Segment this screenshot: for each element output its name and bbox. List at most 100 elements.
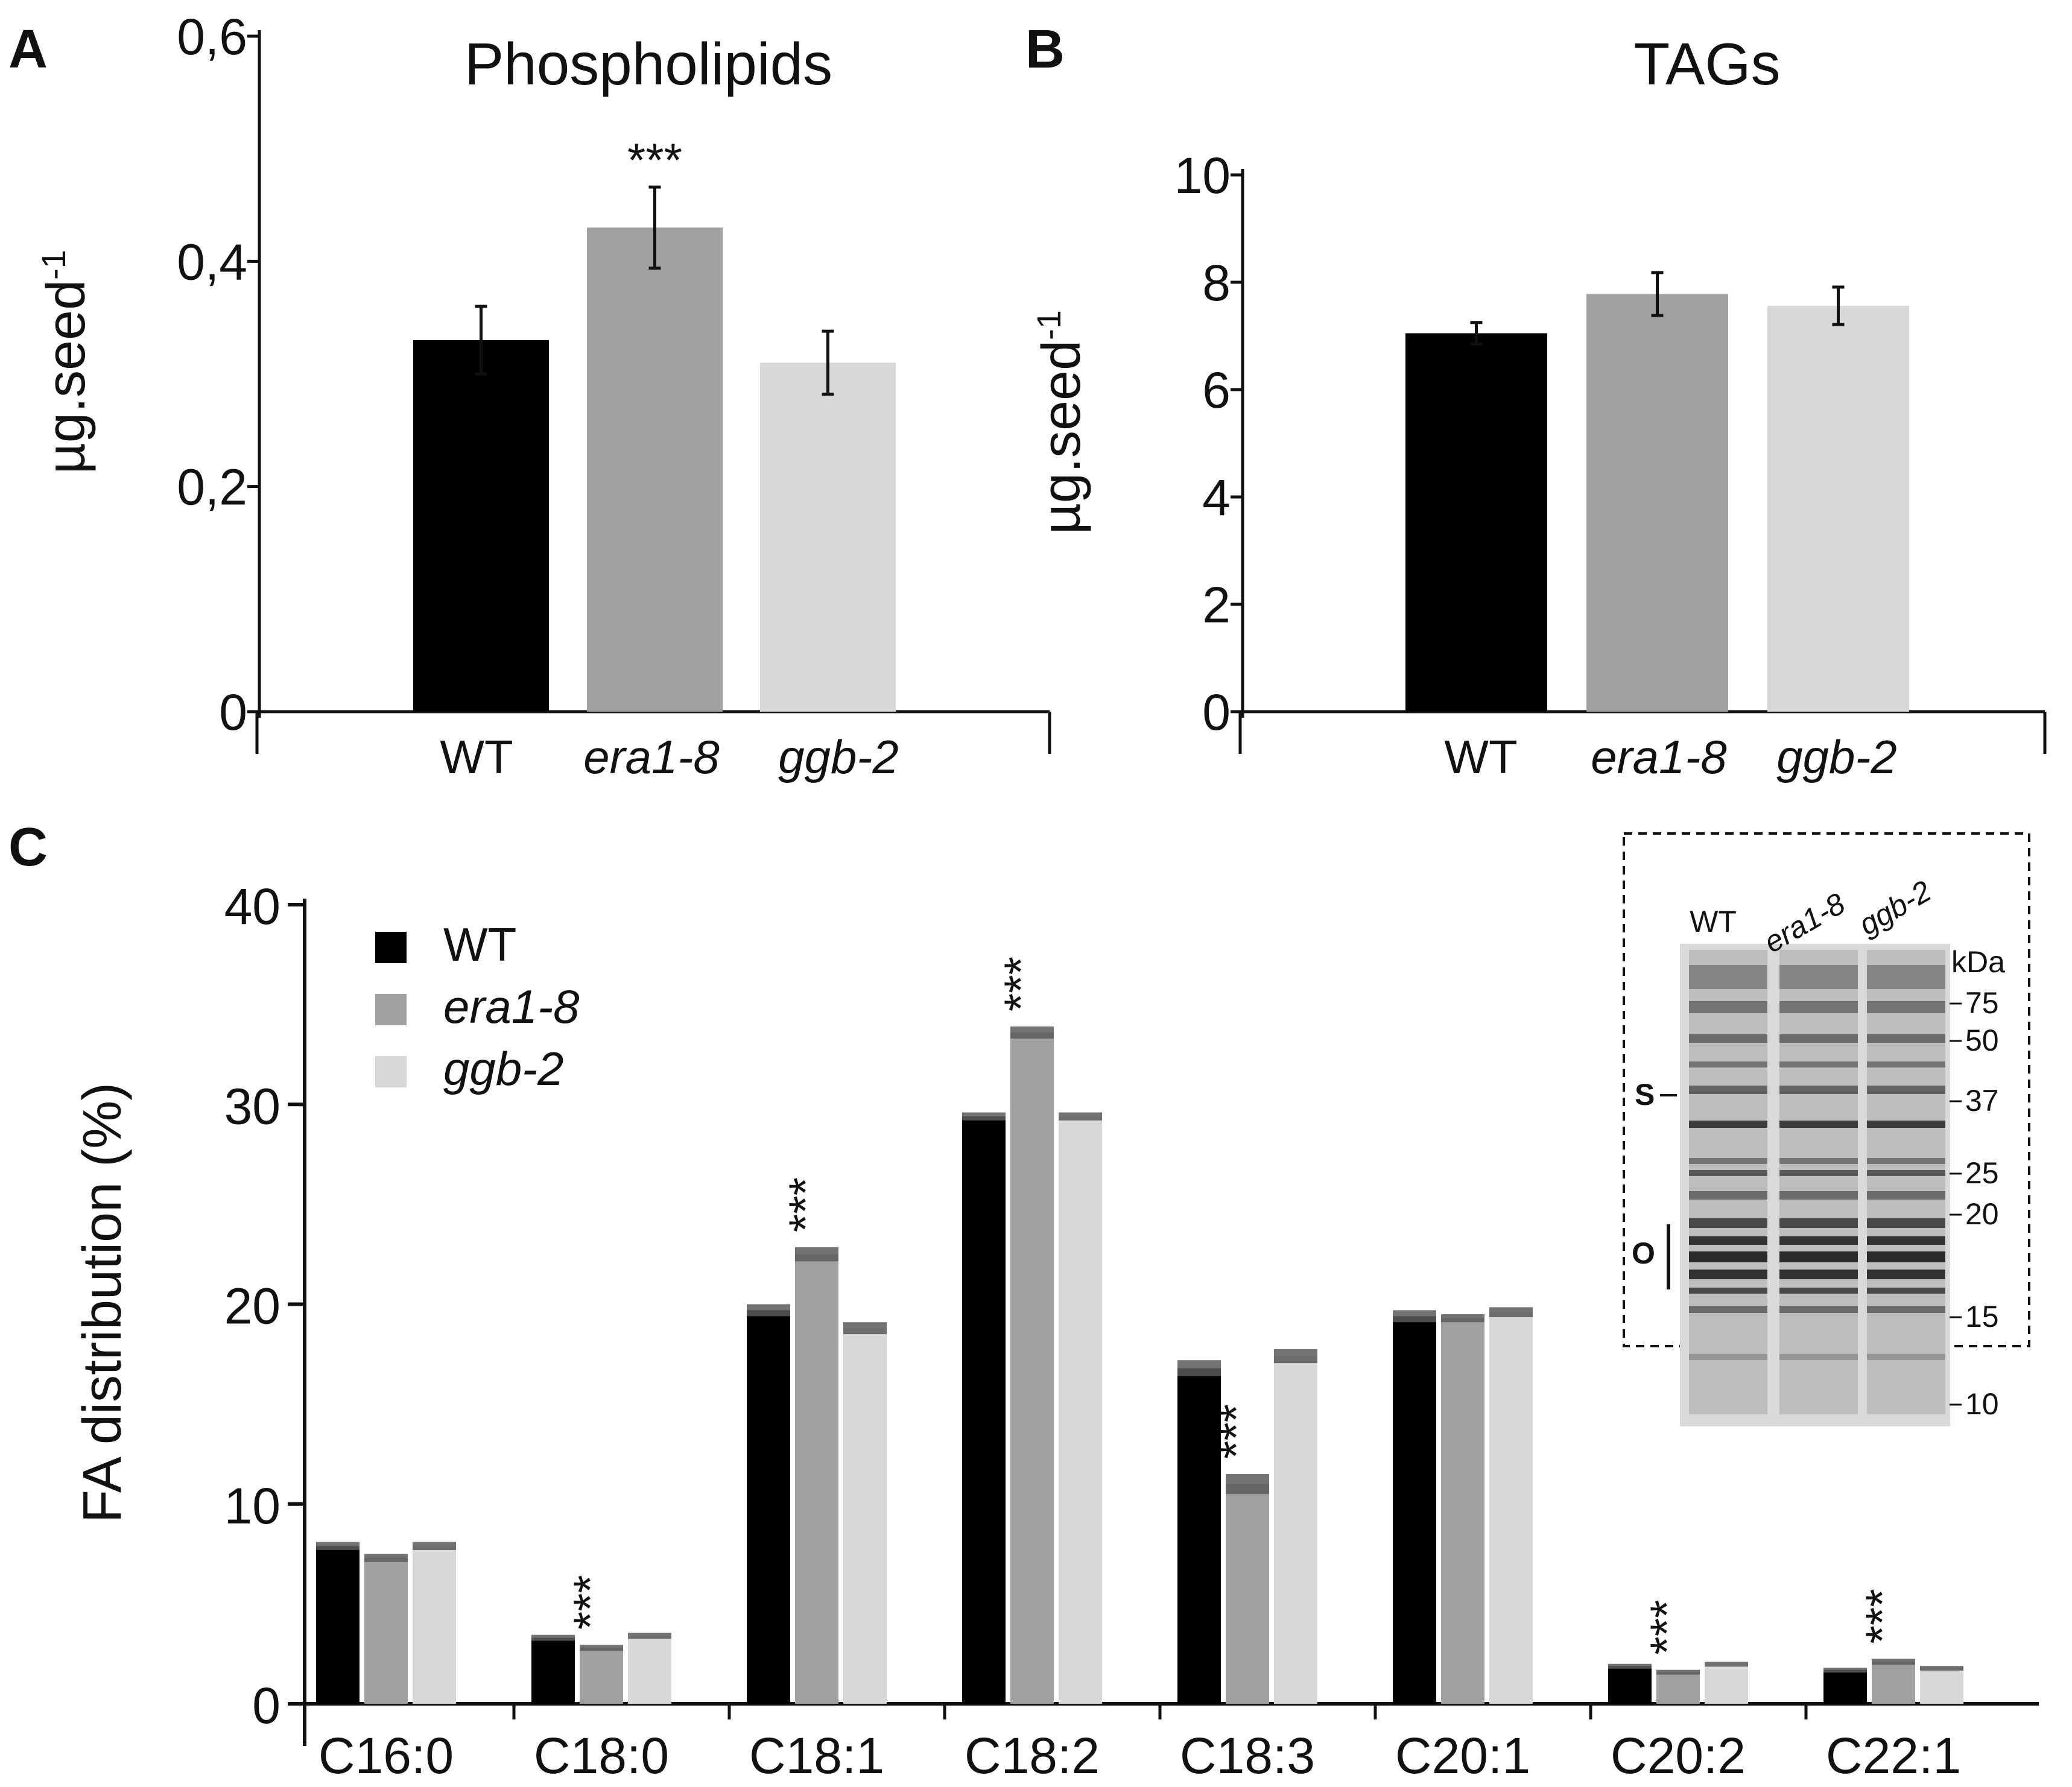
significance-marker: *** xyxy=(563,1575,616,1630)
gel-lane-label: WT xyxy=(1690,905,1737,938)
panel-letter-a: A xyxy=(8,19,48,80)
gel-lane-2 xyxy=(1867,950,1945,1414)
gel-band xyxy=(1867,1170,1945,1176)
gel-marker-label: 25 xyxy=(1965,1156,1999,1190)
gel-band-label-s: S xyxy=(1635,1078,1655,1112)
bar-7-0 xyxy=(1823,1669,1867,1704)
gel-lane-label: ggb-2 xyxy=(1853,874,1937,942)
error-cap xyxy=(843,1322,887,1335)
category-label: C18:1 xyxy=(749,1727,884,1784)
error-cap xyxy=(1059,1112,1102,1121)
gel-band xyxy=(1867,1354,1945,1360)
gel-unit-label: kDa xyxy=(1951,945,2005,979)
gel-band xyxy=(1867,1306,1945,1313)
category-label: C22:1 xyxy=(1826,1727,1961,1784)
gel-band xyxy=(1689,1170,1767,1176)
legend-label: era1-8 xyxy=(443,980,579,1033)
significance-marker: *** xyxy=(627,133,682,186)
category-label: WT xyxy=(440,730,513,783)
legend-swatch-1 xyxy=(375,994,407,1025)
y-axis-label-superscript: -1 xyxy=(1030,310,1068,340)
significance-marker: *** xyxy=(1209,1404,1263,1459)
gel-band xyxy=(1779,1086,1858,1094)
gel-band xyxy=(1689,1236,1767,1245)
significance-marker: *** xyxy=(1855,1589,1909,1643)
category-label: C20:2 xyxy=(1611,1727,1746,1784)
y-axis-label: µg.seed-1 xyxy=(1030,310,1092,534)
significance-marker: *** xyxy=(1640,1600,1693,1655)
gel-marker-label: 50 xyxy=(1965,1023,1999,1057)
bar-1-2 xyxy=(628,1636,671,1704)
category-label: WT xyxy=(1444,730,1517,783)
bar-0 xyxy=(1405,333,1547,712)
gel-band xyxy=(1867,1191,1945,1200)
gel-band xyxy=(1867,1086,1945,1094)
gel-lane-0 xyxy=(1689,950,1767,1414)
y-tick-label: 0,4 xyxy=(177,233,247,290)
gel-band xyxy=(1779,1121,1858,1128)
y-axis-label: µg.seed-1 xyxy=(34,250,97,474)
category-label: C18:2 xyxy=(965,1727,1100,1784)
chart-a-phospholipids: 0 0,2 0,4 0,6 Phospholipids µg.seed-1 WT *** era… xyxy=(34,8,1051,783)
gel-band xyxy=(1689,1034,1767,1043)
bar-2-1 xyxy=(795,1254,838,1704)
gel-band xyxy=(1689,1191,1767,1200)
gel-band xyxy=(1689,1158,1767,1164)
bar-2-2 xyxy=(843,1328,887,1704)
error-cap xyxy=(1920,1666,1963,1671)
y-axis-label: FA distribution (%) xyxy=(72,1083,133,1523)
gel-marker-label: 75 xyxy=(1965,986,1999,1020)
gel-band xyxy=(1867,1001,1945,1013)
error-cap xyxy=(531,1634,575,1641)
gel-band xyxy=(1779,1001,1858,1013)
y-tick-label: 4 xyxy=(1202,469,1231,526)
y-axis-label-superscript: -1 xyxy=(34,250,72,280)
y-axis-label-text: µg.seed xyxy=(36,280,97,474)
y-tick-label: 20 xyxy=(224,1278,280,1335)
gel-band xyxy=(1779,1218,1858,1228)
error-cap xyxy=(747,1304,790,1317)
category-label: C18:0 xyxy=(534,1727,669,1784)
bar-1-1 xyxy=(580,1648,623,1704)
gel-band xyxy=(1779,1236,1858,1245)
y-tick-label: 0,2 xyxy=(177,459,247,516)
gel-band xyxy=(1867,1251,1945,1262)
error-cap xyxy=(1489,1307,1533,1318)
gel-band xyxy=(1779,965,1858,989)
bar-5-1 xyxy=(1441,1318,1484,1704)
bar-2 xyxy=(1767,306,1909,712)
bar-0-1 xyxy=(364,1558,408,1704)
y-tick-label: 10 xyxy=(224,1478,280,1534)
error-cap xyxy=(1872,1659,1915,1665)
error-cap xyxy=(1393,1310,1436,1323)
gel-band xyxy=(1689,1306,1767,1313)
y-tick-label: 2 xyxy=(1202,577,1231,633)
gel-band xyxy=(1867,1061,1945,1067)
chart-b-tags: 0 2 4 6 8 10 TAGs µg.seed-1 WT era1-8 ggb-2 xyxy=(1030,31,2047,783)
gel-band xyxy=(1867,1034,1945,1043)
error-cap xyxy=(1705,1662,1748,1667)
gel-band xyxy=(1779,1270,1858,1279)
chart-c-fa-distribution: 0 10 20 30 40 FA distribution (%) C16:0 C18:0 **… xyxy=(72,878,2039,1784)
legend-label: WT xyxy=(443,918,516,971)
gel-marker-label: 20 xyxy=(1965,1197,1999,1231)
gel-marker-label: 10 xyxy=(1965,1387,1999,1421)
error-cap xyxy=(1226,1474,1269,1494)
bar-0-2 xyxy=(413,1546,456,1704)
gel-band xyxy=(1779,1158,1858,1164)
gel-band xyxy=(1867,1236,1945,1245)
bar-3-2 xyxy=(1059,1116,1102,1704)
error-cap xyxy=(1177,1360,1221,1376)
y-tick-label: 0 xyxy=(252,1677,280,1734)
y-tick-label: 40 xyxy=(224,878,280,935)
gel-band xyxy=(1689,1218,1767,1228)
bar-7-2 xyxy=(1920,1668,1963,1704)
gel-band xyxy=(1779,1170,1858,1176)
chart-title: TAGs xyxy=(1633,31,1780,97)
gel-band xyxy=(1867,1121,1945,1128)
error-cap xyxy=(1823,1668,1867,1673)
gel-lane-1 xyxy=(1779,950,1858,1414)
gel-band xyxy=(1689,965,1767,989)
